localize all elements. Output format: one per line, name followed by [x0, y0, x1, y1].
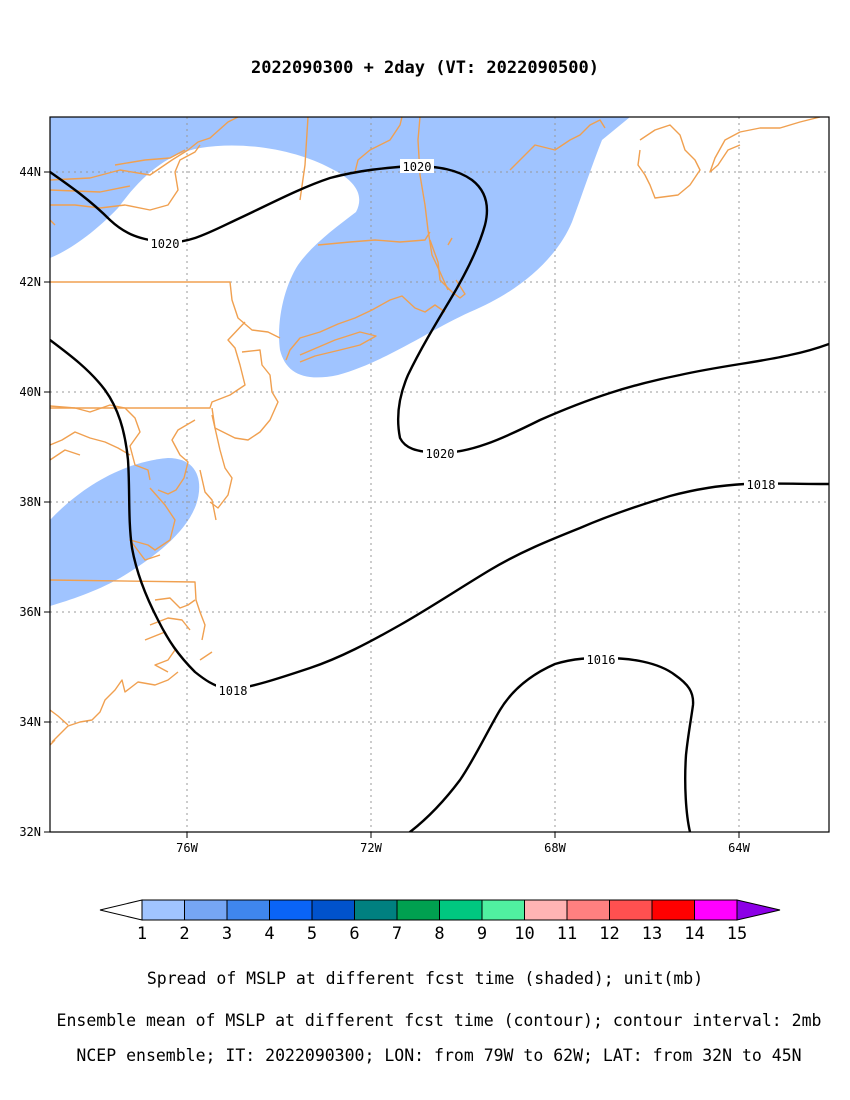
contour-label-1020-b: 1020 [151, 237, 180, 251]
colorbar-label: 2 [179, 924, 189, 944]
colorbar-cell [651, 899, 695, 921]
x-axis-labels: 76W 72W 68W 64W [176, 841, 750, 855]
colorbar-cell [226, 899, 270, 921]
colorbar-label: 5 [307, 924, 317, 944]
colorbar-label: 11 [557, 924, 577, 944]
colorbar-cell [566, 899, 610, 921]
caption-spread: Spread of MSLP at different fcst time (s… [146, 969, 704, 988]
x-tick-76w: 76W [176, 841, 198, 855]
y-tick-34n: 34N [19, 715, 41, 729]
colorbar-label: 10 [514, 924, 534, 944]
y-tick-42n: 42N [19, 275, 41, 289]
tick-marks [44, 171, 740, 838]
contour-labels: 1020 1020 1020 1018 1018 1016 [148, 159, 778, 698]
colorbar-label: 9 [477, 924, 487, 944]
caption-source: NCEP ensemble; IT: 2022090300; LON: from… [76, 1046, 802, 1065]
colorbar-label: 15 [727, 924, 747, 944]
y-tick-38n: 38N [19, 495, 41, 509]
y-tick-44n: 44N [19, 165, 41, 179]
colorbar: 1 2 3 4 5 6 7 8 9 10 11 12 13 14 15 [99, 899, 781, 944]
colorbar-label: 12 [599, 924, 619, 944]
colorbar-cell [311, 899, 355, 921]
colorbar-label: 3 [222, 924, 232, 944]
spread-region-south [50, 458, 200, 606]
plot-frame [49, 116, 830, 833]
x-tick-64w: 64W [728, 841, 750, 855]
y-axis-labels: 44N 42N 40N 38N 36N 34N 32N [19, 165, 41, 839]
colorbar-label: 14 [684, 924, 704, 944]
contour-label-1020-a: 1020 [403, 160, 432, 174]
contour-label-1020-c: 1020 [426, 447, 455, 461]
colorbar-cell [694, 899, 738, 921]
y-tick-40n: 40N [19, 385, 41, 399]
colorbar-under-triangle [99, 899, 143, 921]
caption-mean: Ensemble mean of MSLP at different fcst … [56, 1011, 822, 1030]
colorbar-cell [354, 899, 398, 921]
colorbar-cell [396, 899, 440, 921]
colorbar-cell [609, 899, 653, 921]
y-tick-32n: 32N [19, 825, 41, 839]
y-tick-36n: 36N [19, 605, 41, 619]
colorbar-cell [524, 899, 568, 921]
contours [50, 164, 829, 832]
map-title: 2022090300 + 2day (VT: 2022090500) [251, 58, 599, 78]
contour-label-1018-b: 1018 [219, 684, 248, 698]
colorbar-label: 1 [137, 924, 147, 944]
coastlines [50, 117, 821, 746]
colorbar-cell [439, 899, 483, 921]
contour-label-1016: 1016 [587, 653, 616, 667]
colorbar-label: 13 [642, 924, 662, 944]
colorbar-cell [481, 899, 525, 921]
colorbar-label: 8 [434, 924, 444, 944]
colorbar-label: 7 [392, 924, 402, 944]
contour-1020-sw [50, 338, 230, 692]
spread-region-north [50, 117, 630, 378]
contour-label-1018-a: 1018 [747, 478, 776, 492]
colorbar-cell [269, 899, 313, 921]
contour-1020-loop [396, 164, 829, 455]
contour-1016 [408, 656, 695, 832]
colorbar-over-triangle [736, 899, 781, 921]
spread-shading [50, 117, 630, 606]
colorbar-label: 6 [349, 924, 359, 944]
colorbar-cell [141, 899, 185, 921]
contour-1018 [226, 482, 829, 692]
x-tick-72w: 72W [360, 841, 382, 855]
contour-1020-west [50, 164, 412, 244]
colorbar-label: 4 [264, 924, 274, 944]
x-tick-68w: 68W [544, 841, 566, 855]
colorbar-cell [184, 899, 228, 921]
